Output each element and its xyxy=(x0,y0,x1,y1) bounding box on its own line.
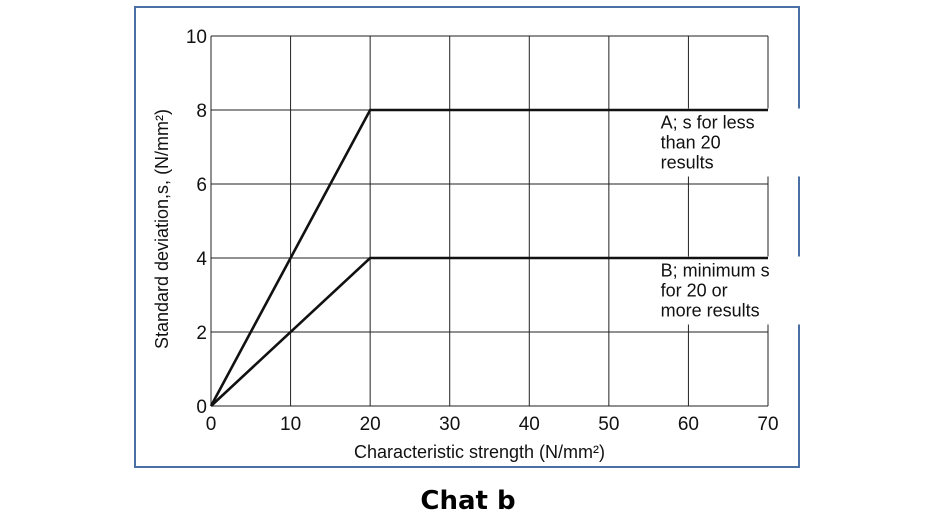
series-annotation-line: more results xyxy=(661,301,760,321)
y-tick-label: 0 xyxy=(196,397,207,418)
x-tick-label: 40 xyxy=(519,414,540,435)
y-tick-label: 10 xyxy=(186,27,207,48)
x-tick-label: 50 xyxy=(598,414,619,435)
x-tick-label: 0 xyxy=(206,414,217,435)
x-tick-label: 10 xyxy=(280,414,301,435)
series-annotation-line: than 20 xyxy=(661,133,721,153)
series-annotation-line: for 20 or xyxy=(661,281,728,301)
series-annotation-line: results xyxy=(661,153,714,173)
y-tick-label: 4 xyxy=(196,249,207,270)
x-tick-label: 20 xyxy=(360,414,381,435)
x-tick-label: 70 xyxy=(757,414,778,435)
y-tick-label: 6 xyxy=(196,175,207,196)
x-tick-label: 30 xyxy=(439,414,460,435)
y-tick-label: 8 xyxy=(196,101,207,122)
figure-caption: Chat b xyxy=(0,486,936,516)
series-annotation-line: B; minimum s xyxy=(661,261,770,281)
series-annotation-line: A; s for less xyxy=(661,113,755,133)
y-axis-title: Standard deviation,s, (N/mm²) xyxy=(152,109,172,349)
x-axis-title: Characteristic strength (N/mm²) xyxy=(354,442,605,462)
x-tick-label: 60 xyxy=(678,414,699,435)
y-tick-label: 2 xyxy=(196,323,207,344)
